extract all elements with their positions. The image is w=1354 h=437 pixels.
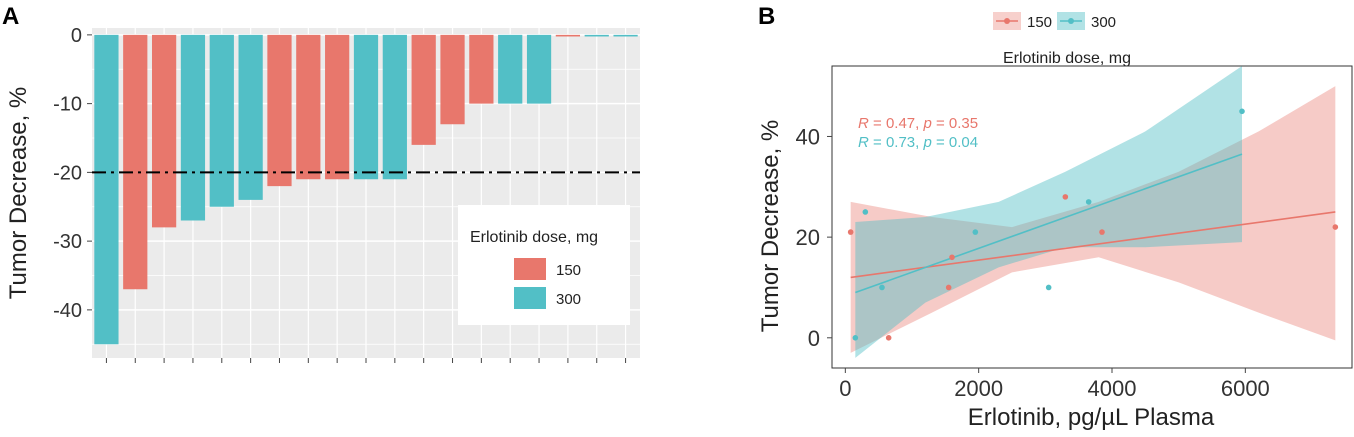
panel-a-legend: Erlotinib dose, mg 150 300	[458, 205, 630, 325]
panel-a-y-tick-label: -40	[53, 300, 82, 322]
panel-a-bar	[209, 34, 234, 207]
panel-a-bar	[498, 34, 523, 104]
panel-b-point-300	[972, 229, 979, 235]
panel-a-bar	[469, 34, 494, 104]
panel-a-axis-ticks: 0 -10 -20 -30 -40	[53, 25, 627, 363]
panel-b-label: B	[758, 3, 775, 30]
panel-b-y-tick-label: 0	[808, 326, 820, 351]
panel-b-point-150	[885, 335, 892, 341]
panel-b-axis-ticks: 0 20 40 0 2000 4000 6000	[796, 124, 1270, 401]
ann150-r-label: R	[858, 115, 869, 132]
panel-b-fit-line-300	[855, 153, 1243, 294]
panel-b-legend-marker-150	[1004, 18, 1010, 24]
ann150-p-value: = 0.35	[932, 115, 978, 132]
panel-b-point-300	[862, 209, 869, 215]
panel-a-bar	[584, 34, 609, 37]
panel-a-y-tick-label: -10	[53, 94, 82, 116]
ann150-r-value: = 0.47,	[869, 115, 924, 132]
panel-b-point-150	[945, 284, 952, 291]
panel-b-legend-marker-300	[1068, 18, 1074, 24]
panel-a-bars	[94, 34, 638, 345]
panel-b-legend: 150 300 Erlotinib dose, mg	[993, 12, 1131, 67]
panel-a-legend-swatch-300	[514, 287, 546, 309]
panel-b-point-300	[1085, 199, 1092, 205]
panel-a-bar	[411, 34, 436, 145]
panel-a-legend-label-150: 150	[556, 262, 581, 279]
panel-a-legend-swatch-150	[514, 258, 546, 280]
panel-a: A 0 -10 -20 -30 -40 Tumor Decrease, % Erloti…	[2, 3, 640, 363]
panel-b-legend-label-150: 150	[1027, 14, 1052, 31]
panel-b-point-150	[1099, 229, 1105, 235]
panel-a-y-tick-label: -20	[53, 162, 82, 184]
panel-b-point-300	[879, 284, 885, 291]
panel-b-legend-label-300: 300	[1091, 14, 1116, 31]
panel-b-point-300	[1239, 108, 1245, 115]
panel-a-y-tick-label: -30	[53, 231, 82, 253]
ann300-p-value: = 0.04	[932, 134, 978, 151]
panel-a-bar	[440, 34, 465, 125]
panel-b-annotation-300: R = 0.73, p = 0.04	[858, 134, 978, 151]
panel-b-legend-title: Erlotinib dose, mg	[1003, 50, 1131, 67]
panel-a-bar	[180, 34, 206, 221]
ann300-r-value: = 0.73,	[869, 134, 924, 151]
panel-b-annotations: R = 0.47, p = 0.35 R = 0.73, p = 0.04	[858, 115, 978, 151]
panel-a-label: A	[2, 3, 19, 30]
panel-a-y-tick-label: 0	[71, 25, 82, 47]
panel-a-bar	[526, 34, 552, 104]
panel-b-fit-lines	[850, 153, 1336, 294]
panel-b-point-300	[1045, 284, 1052, 291]
panel-b-x-tick-label: 4000	[1088, 376, 1137, 401]
panel-b-x-tick-label: 6000	[1221, 376, 1270, 401]
panel-b-confidence-bands	[850, 66, 1336, 358]
panel-b-fit-line-150	[850, 211, 1336, 279]
panel-b-x-axis-title: Erlotinib, pg/µL Plasma	[968, 404, 1215, 431]
panel-b-point-150	[1332, 224, 1339, 230]
panel-b-x-tick-label: 2000	[954, 376, 1003, 401]
panel-a-bar	[555, 34, 581, 37]
panel-a-bar	[325, 34, 350, 180]
panel-b-band-300	[855, 66, 1242, 358]
panel-a-legend-title: Erlotinib dose, mg	[470, 229, 598, 246]
panel-b: B 150 300 Erlotinib dose, mg 0 20 40 0 2000 4…	[757, 3, 1353, 431]
ann300-r-label: R	[858, 134, 869, 151]
ann150-p-label: p	[922, 115, 931, 132]
panel-b-plot-frame	[831, 65, 1353, 369]
panel-b-annotation-150: R = 0.47, p = 0.35	[858, 115, 978, 132]
panel-a-bar	[296, 34, 321, 180]
panel-a-bar	[151, 34, 177, 228]
panel-b-y-axis-title: Tumor Decrease, %	[757, 120, 784, 333]
panel-a-y-axis-title: Tumor Decrease, %	[5, 87, 32, 300]
panel-b-data-points	[847, 108, 1339, 341]
panel-b-band-150	[850, 86, 1336, 353]
panel-a-bar	[382, 34, 407, 180]
panel-b-point-150	[949, 254, 955, 261]
panel-b-y-tick-label: 40	[796, 124, 820, 149]
ann300-p-label: p	[922, 134, 931, 151]
panel-b-x-tick-label: 0	[839, 376, 851, 401]
panel-a-bar	[94, 34, 119, 345]
panel-a-bar	[123, 34, 148, 290]
panel-b-point-300	[852, 335, 859, 341]
panel-a-bar	[238, 34, 263, 200]
panel-b-y-tick-label: 20	[796, 225, 820, 250]
panel-a-legend-label-300: 300	[556, 291, 581, 308]
panel-a-bar	[267, 34, 292, 187]
panel-b-point-150	[847, 229, 854, 235]
panel-b-point-150	[1062, 194, 1069, 200]
panel-a-bar	[353, 34, 379, 180]
panel-a-bar	[613, 34, 638, 37]
